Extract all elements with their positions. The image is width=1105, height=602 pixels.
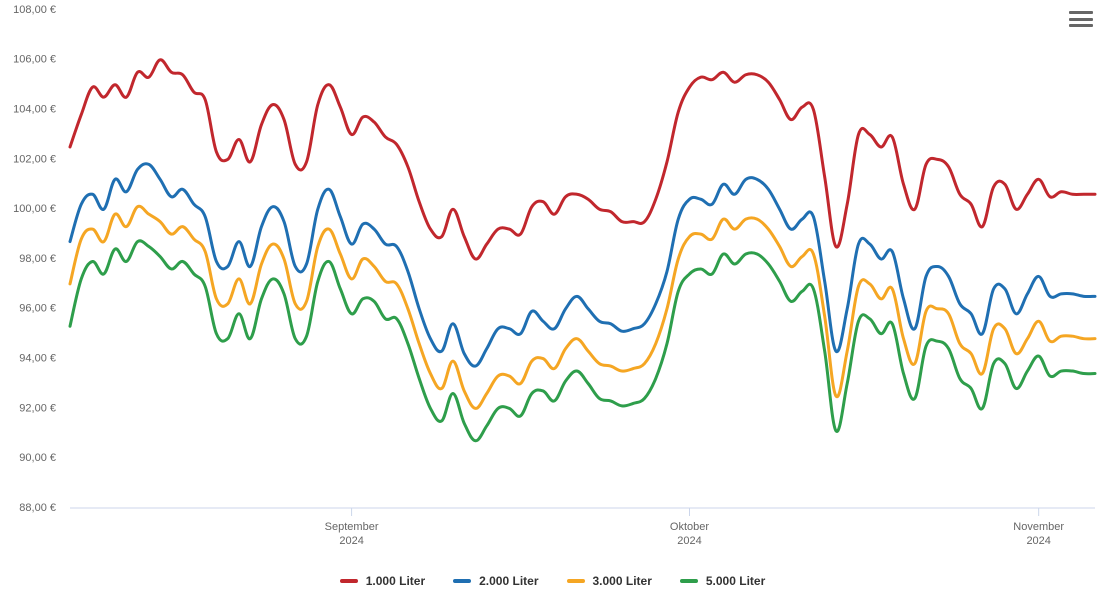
- y-axis-tick-label: 100,00 €: [13, 203, 56, 215]
- legend-item-s2000[interactable]: 2.000 Liter: [453, 574, 538, 588]
- legend-swatch: [567, 579, 585, 583]
- x-axis-tick-label: September: [325, 521, 379, 533]
- legend-label: 1.000 Liter: [366, 574, 425, 588]
- legend-swatch: [340, 579, 358, 583]
- series-line-s2000[interactable]: [70, 164, 1095, 366]
- legend-label: 3.000 Liter: [593, 574, 652, 588]
- legend-item-s5000[interactable]: 5.000 Liter: [680, 574, 765, 588]
- y-axis-tick-label: 108,00 €: [13, 4, 56, 16]
- legend-label: 5.000 Liter: [706, 574, 765, 588]
- y-axis-tick-label: 92,00 €: [19, 402, 56, 414]
- series-line-s5000[interactable]: [70, 241, 1095, 441]
- y-axis-tick-label: 90,00 €: [19, 452, 56, 464]
- legend-swatch: [680, 579, 698, 583]
- legend-item-s1000[interactable]: 1.000 Liter: [340, 574, 425, 588]
- y-axis-tick-label: 98,00 €: [19, 253, 56, 265]
- chart-svg: 88,00 € 90,00 € 92,00 € 94,00 € 96,00 € 98,00…: [0, 0, 1105, 602]
- chart-legend: 1.000 Liter 2.000 Liter 3.000 Liter 5.000 L…: [0, 574, 1105, 588]
- legend-label: 2.000 Liter: [479, 574, 538, 588]
- x-axis-tick-label: November: [1013, 521, 1064, 533]
- x-axis-tick-sublabel: 2024: [677, 535, 701, 547]
- y-axis-tick-label: 106,00 €: [13, 54, 56, 66]
- y-axis-tick-label: 104,00 €: [13, 104, 56, 116]
- series-line-s1000[interactable]: [70, 60, 1095, 259]
- legend-swatch: [453, 579, 471, 583]
- legend-item-s3000[interactable]: 3.000 Liter: [567, 574, 652, 588]
- x-axis-tick-sublabel: 2024: [1026, 535, 1050, 547]
- price-chart: 88,00 € 90,00 € 92,00 € 94,00 € 96,00 € 98,00…: [0, 0, 1105, 602]
- y-axis-tick-label: 88,00 €: [19, 502, 56, 514]
- x-axis-tick-sublabel: 2024: [339, 535, 363, 547]
- y-axis-tick-label: 102,00 €: [13, 153, 56, 165]
- y-axis-tick-label: 96,00 €: [19, 303, 56, 315]
- y-axis-tick-label: 94,00 €: [19, 353, 56, 365]
- x-axis-tick-label: Oktober: [670, 521, 709, 533]
